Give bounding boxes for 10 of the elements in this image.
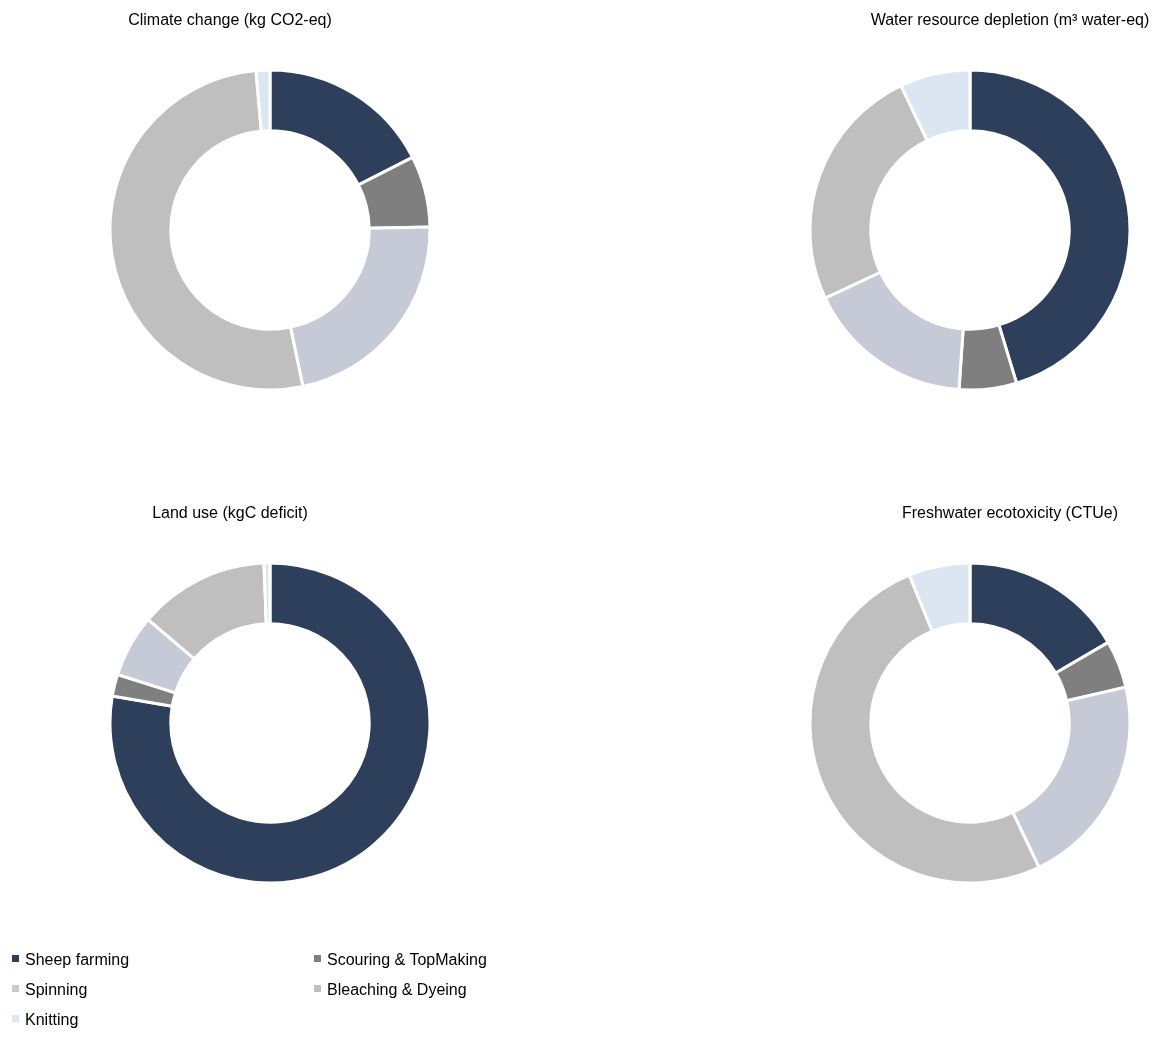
legend-label: Scouring & TopMaking xyxy=(327,951,487,968)
donut-slice xyxy=(108,561,432,885)
chart-title: Freshwater ecotoxicity (CTUe) xyxy=(901,504,1119,521)
chart-title: Climate change (kg CO2-eq) xyxy=(128,11,332,28)
legend-label: Bleaching & Dyeing xyxy=(327,981,467,998)
legend-label: Knitting xyxy=(25,1011,79,1028)
chart-title: Water resource depletion (m³ water-eq) xyxy=(870,11,1150,28)
legend-label: Spinning xyxy=(25,981,88,998)
chart-title: Land use (kgC deficit) xyxy=(152,504,308,521)
legend-label: Sheep farming xyxy=(25,951,130,968)
